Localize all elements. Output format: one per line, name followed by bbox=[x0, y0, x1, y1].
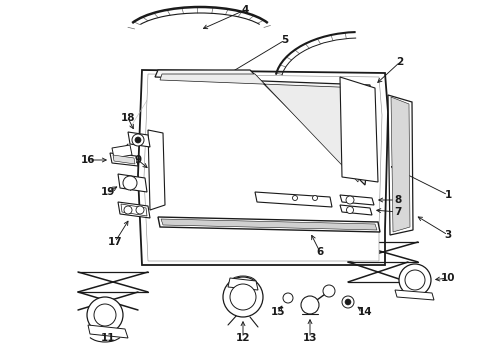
Polygon shape bbox=[172, 74, 229, 81]
Text: 4: 4 bbox=[241, 5, 249, 15]
Text: 11: 11 bbox=[101, 333, 115, 343]
Circle shape bbox=[301, 296, 319, 314]
Polygon shape bbox=[112, 145, 132, 158]
Polygon shape bbox=[391, 97, 410, 232]
Polygon shape bbox=[113, 155, 135, 164]
Text: 13: 13 bbox=[303, 333, 317, 343]
Circle shape bbox=[135, 137, 141, 143]
Text: 5: 5 bbox=[281, 35, 289, 45]
Circle shape bbox=[346, 196, 354, 204]
Polygon shape bbox=[388, 95, 413, 235]
Polygon shape bbox=[128, 132, 150, 147]
Circle shape bbox=[123, 176, 137, 190]
Polygon shape bbox=[161, 219, 377, 230]
Polygon shape bbox=[110, 153, 138, 166]
Text: 10: 10 bbox=[441, 273, 455, 283]
Polygon shape bbox=[395, 290, 434, 300]
Text: 14: 14 bbox=[358, 307, 372, 317]
Polygon shape bbox=[138, 70, 388, 265]
Polygon shape bbox=[340, 77, 378, 182]
Circle shape bbox=[87, 297, 123, 333]
Polygon shape bbox=[88, 325, 128, 338]
Circle shape bbox=[345, 299, 351, 305]
Polygon shape bbox=[155, 70, 372, 185]
Text: 6: 6 bbox=[317, 247, 323, 257]
Polygon shape bbox=[340, 205, 372, 215]
Circle shape bbox=[313, 195, 318, 201]
Text: 19: 19 bbox=[101, 187, 115, 197]
Polygon shape bbox=[144, 74, 382, 261]
Polygon shape bbox=[340, 195, 374, 205]
Circle shape bbox=[323, 285, 335, 297]
Circle shape bbox=[283, 293, 293, 303]
Text: 8: 8 bbox=[394, 195, 402, 205]
Text: 15: 15 bbox=[271, 307, 285, 317]
Polygon shape bbox=[158, 217, 380, 232]
Circle shape bbox=[136, 206, 144, 214]
Circle shape bbox=[124, 206, 132, 214]
Text: 17: 17 bbox=[108, 237, 122, 247]
Text: 18: 18 bbox=[121, 113, 135, 123]
Text: 7: 7 bbox=[394, 207, 402, 217]
Circle shape bbox=[342, 296, 354, 308]
Circle shape bbox=[230, 284, 256, 310]
Polygon shape bbox=[160, 74, 365, 182]
Text: 2: 2 bbox=[396, 57, 404, 67]
Text: 12: 12 bbox=[236, 333, 250, 343]
Polygon shape bbox=[121, 204, 147, 216]
Text: 16: 16 bbox=[81, 155, 95, 165]
Circle shape bbox=[346, 207, 353, 213]
Circle shape bbox=[223, 277, 263, 317]
Text: 1: 1 bbox=[444, 190, 452, 200]
Polygon shape bbox=[118, 202, 150, 218]
Polygon shape bbox=[118, 174, 147, 192]
Circle shape bbox=[405, 270, 425, 290]
Polygon shape bbox=[228, 278, 258, 290]
Circle shape bbox=[94, 304, 116, 326]
Polygon shape bbox=[168, 72, 232, 82]
Circle shape bbox=[293, 195, 297, 201]
Text: 9: 9 bbox=[134, 155, 142, 165]
Circle shape bbox=[132, 134, 144, 146]
Circle shape bbox=[399, 264, 431, 296]
Text: 3: 3 bbox=[444, 230, 452, 240]
Polygon shape bbox=[148, 130, 165, 210]
Polygon shape bbox=[255, 192, 332, 207]
